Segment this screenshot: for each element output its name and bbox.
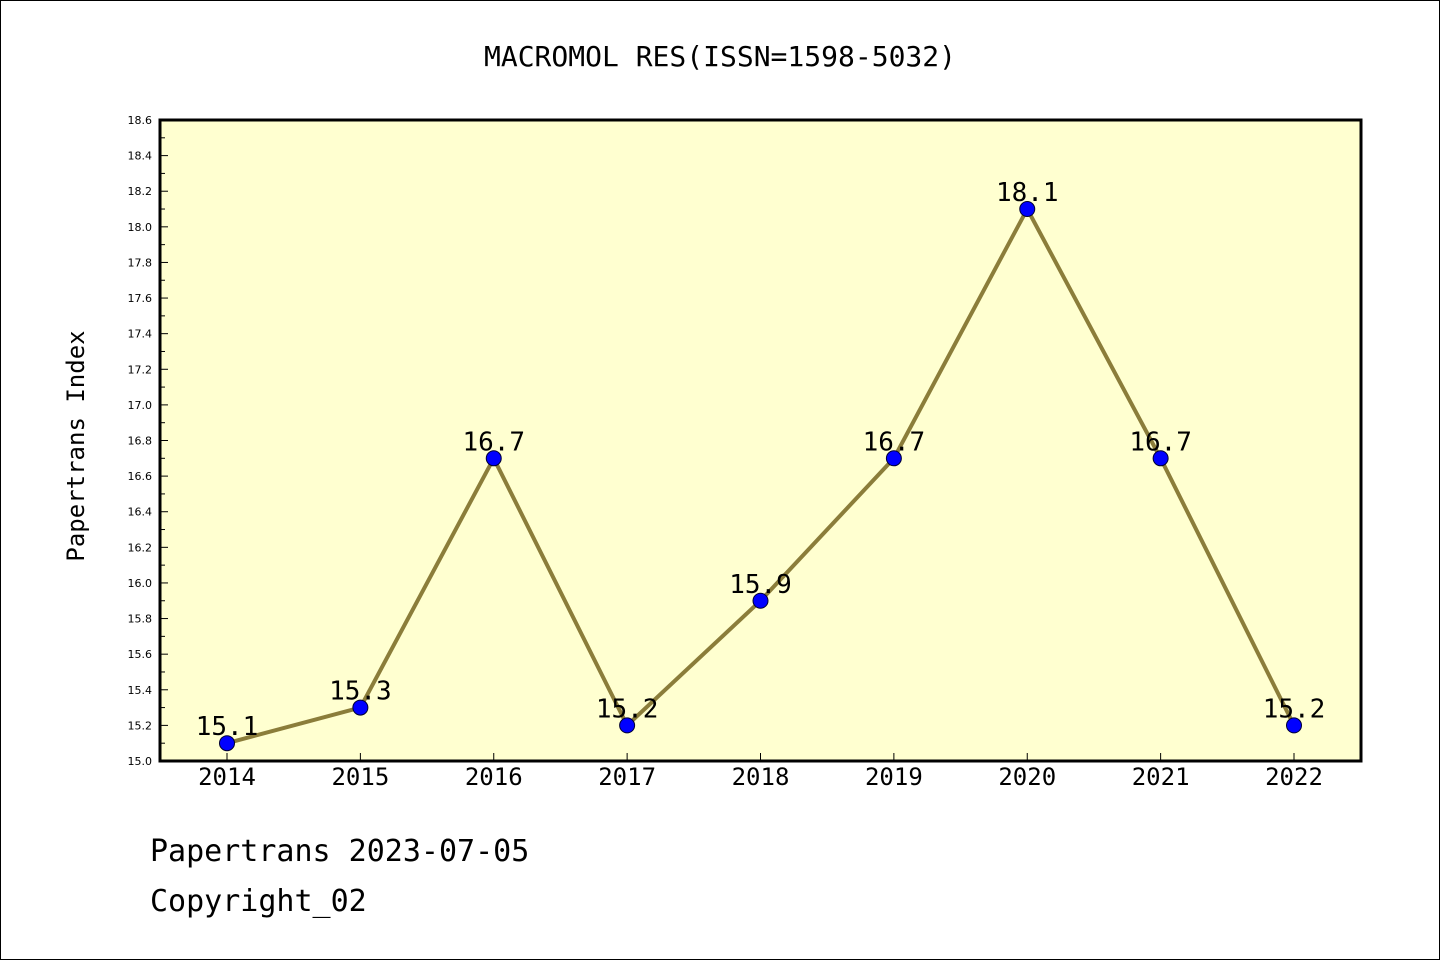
x-tick-label: 2022	[1265, 763, 1323, 791]
y-tick-label: 17.6	[128, 292, 153, 305]
data-label: 16.7	[863, 427, 926, 457]
x-tick-label: 2021	[1132, 763, 1190, 791]
footer-copyright: Copyright_02	[150, 884, 367, 919]
y-tick-label: 15.4	[128, 684, 153, 697]
y-tick-label: 17.0	[128, 399, 153, 412]
data-point	[885, 450, 902, 467]
y-tick-label: 18.4	[128, 150, 153, 163]
data-label: 18.1	[996, 178, 1059, 208]
x-tick-label: 2015	[331, 763, 389, 791]
data-label: 15.9	[729, 570, 792, 600]
y-tick-label: 17.2	[128, 363, 153, 376]
x-tick-label: 2014	[198, 763, 256, 791]
data-point	[1019, 201, 1036, 218]
data-label: 15.2	[596, 694, 659, 724]
y-tick-label: 15.2	[128, 719, 153, 732]
data-point	[219, 735, 235, 752]
data-point	[352, 699, 369, 716]
x-tick-label: 2018	[732, 763, 790, 791]
data-point	[1286, 717, 1302, 734]
x-tick-label: 2020	[998, 763, 1056, 791]
x-tick-label: 2016	[465, 763, 523, 791]
data-point	[619, 717, 636, 734]
data-point	[1152, 450, 1169, 467]
plot-area	[158, 118, 1363, 763]
data-point	[485, 450, 502, 467]
y-tick-label: 16.2	[128, 541, 153, 554]
chart-title: MACROMOL RES(ISSN=1598-5032)	[484, 40, 956, 73]
y-tick-label: 16.8	[128, 435, 153, 448]
data-label: 16.7	[462, 427, 525, 457]
y-tick-label: 17.4	[128, 328, 153, 341]
footer-date: Papertrans 2023-07-05	[150, 834, 530, 869]
data-label: 15.3	[329, 677, 392, 707]
y-tick-label: 15.0	[128, 755, 153, 768]
y-tick-label: 17.8	[128, 256, 153, 269]
data-point	[752, 592, 769, 609]
data-labels: 15.1 15.3 16.7 15.2 15.9 16.7 18.1 16.7 15.2	[196, 178, 1326, 742]
y-tick-label: 16.4	[128, 506, 153, 519]
y-tick-label: 16.6	[128, 470, 153, 483]
data-label: 15.2	[1263, 694, 1326, 724]
y-axis-label: Papertrans Index	[62, 330, 90, 561]
y-tick-label: 15.8	[128, 613, 153, 626]
y-tick-label: 15.6	[128, 648, 153, 661]
data-points	[219, 201, 1302, 752]
y-axis: 15.0 15.2 15.4 15.6 15.8 16.0 16.2 16.4 16.6 16.8…	[128, 114, 168, 768]
y-tick-label: 16.0	[128, 577, 153, 590]
x-axis: 2014 2015 2016 2017 2018 2019 2020 2021 2022	[198, 753, 1323, 791]
data-label: 16.7	[1129, 427, 1192, 457]
y-tick-label: 18.6	[128, 114, 153, 127]
x-tick-label: 2017	[598, 763, 656, 791]
y-tick-label: 18.0	[128, 221, 153, 234]
y-tick-label: 18.2	[128, 185, 153, 198]
data-label: 15.1	[196, 712, 259, 742]
x-tick-label: 2019	[865, 763, 923, 791]
